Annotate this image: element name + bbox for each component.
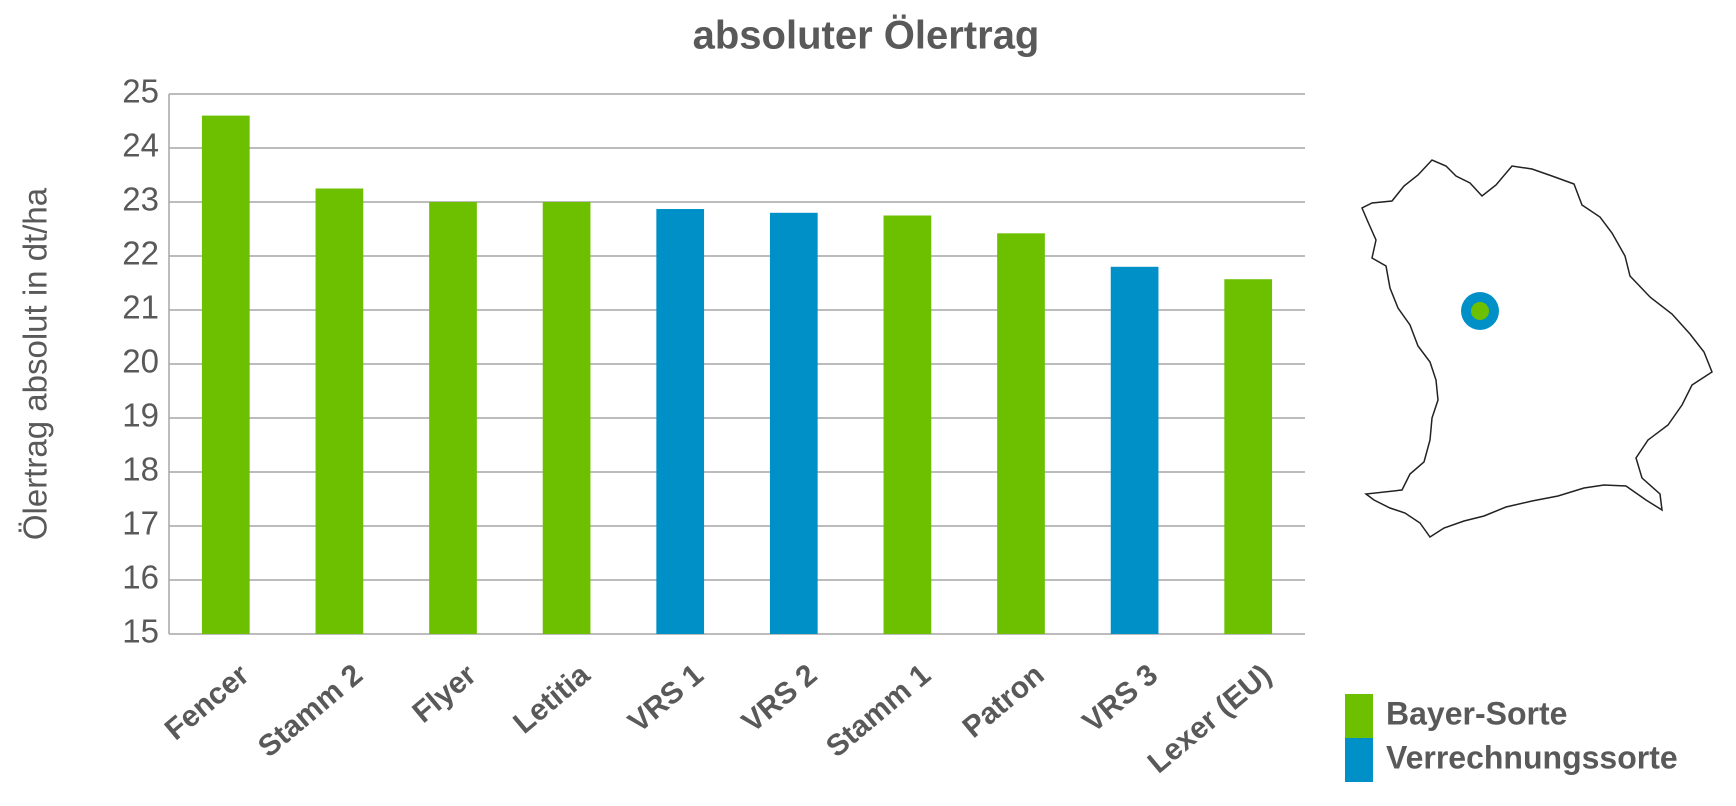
x-tick-label: Flyer [406, 658, 482, 730]
y-tick-label: 22 [122, 235, 159, 272]
bar [429, 202, 477, 634]
legend-label: Verrechnungssorte [1386, 739, 1678, 775]
legend-swatch [1345, 694, 1373, 738]
bar [542, 202, 591, 634]
bar [656, 209, 705, 634]
bar [315, 188, 364, 634]
x-tick-label: Letitia [507, 658, 596, 740]
y-tick-label: 24 [122, 127, 159, 164]
bar [1224, 279, 1273, 634]
legend-swatch [1345, 738, 1373, 782]
bar [201, 115, 250, 635]
chart-title: absoluter Ölertrag [693, 13, 1040, 58]
x-tick-label: Stamm 2 [252, 658, 369, 764]
y-axis-label: Ölertrag absolut in dt/ha [17, 187, 54, 540]
y-tick-label: 16 [122, 559, 159, 596]
y-tick-label: 21 [122, 289, 159, 326]
bar [883, 215, 932, 634]
y-tick-label: 17 [122, 505, 159, 542]
x-tick-label: Patron [957, 658, 1051, 744]
x-tick-label: VRS 3 [1077, 658, 1165, 739]
x-tick-label: VRS 2 [736, 658, 824, 739]
map [1361, 159, 1713, 539]
bar [1110, 266, 1159, 634]
x-tick-label: Fencer [159, 658, 256, 747]
x-tick-label: VRS 1 [622, 658, 710, 739]
x-tick-label: Lexer (EU) [1142, 658, 1278, 780]
y-tick-label: 20 [122, 343, 159, 380]
bar [997, 233, 1045, 634]
y-tick-label: 19 [122, 397, 159, 434]
x-tick-label: Stamm 1 [820, 658, 937, 764]
bar [769, 212, 818, 635]
y-tick-label: 25 [122, 73, 159, 110]
y-tick-label: 18 [122, 451, 159, 488]
legend-label: Bayer-Sorte [1386, 695, 1567, 731]
y-tick-label: 15 [122, 613, 159, 650]
y-tick-label: 23 [122, 181, 159, 218]
